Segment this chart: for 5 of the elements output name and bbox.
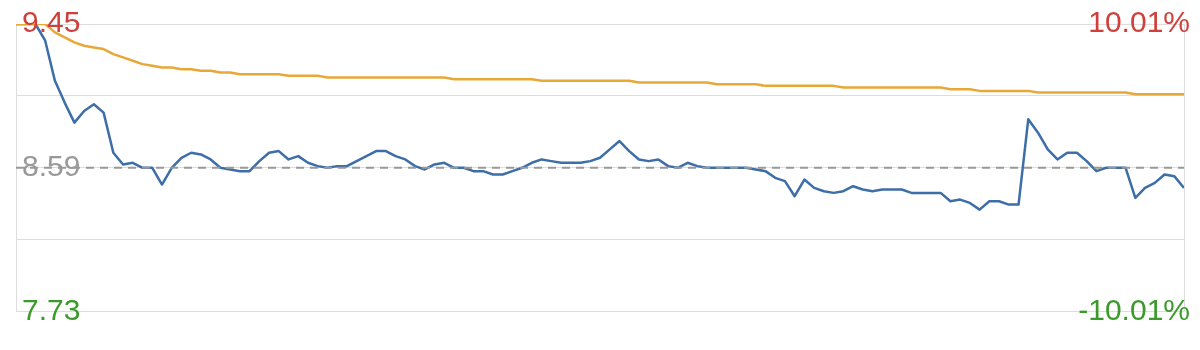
y2-tick-label: -10.01% bbox=[1078, 292, 1190, 326]
y2-tick-label: 10.01% bbox=[1088, 5, 1190, 39]
y-tick-label: 7.73 bbox=[22, 292, 81, 326]
y-tick-label: 8.59 bbox=[22, 149, 81, 183]
y-tick-label: 9.45 bbox=[22, 5, 81, 39]
